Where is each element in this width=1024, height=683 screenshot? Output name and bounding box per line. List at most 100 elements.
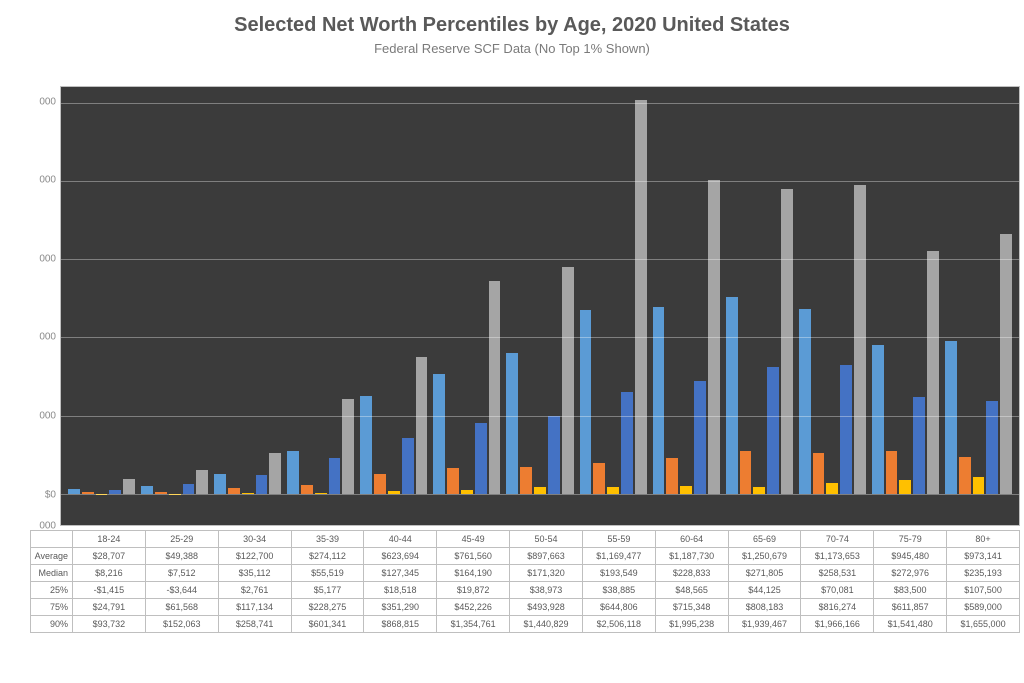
table-row: 90%$93,732$152,063$258,741$601,341$868,8…: [31, 616, 1020, 633]
table-cell: $589,000: [947, 599, 1020, 616]
table-row-header: 25%: [31, 582, 73, 599]
bar-median: [447, 468, 459, 494]
table-cell: $18,518: [364, 582, 437, 599]
table-corner: [31, 531, 73, 548]
bar-group: [211, 87, 284, 525]
table-cell: $83,500: [874, 582, 947, 599]
bar-average: [653, 307, 665, 494]
chart-area: $0000000000000000000: [30, 86, 1020, 526]
bar-median: [813, 453, 825, 494]
bar-average: [506, 353, 518, 494]
bar-90-: [927, 251, 939, 493]
table-cell: $1,250,679: [728, 548, 801, 565]
bar-90-: [123, 479, 135, 494]
chart-title: Selected Net Worth Percentiles by Age, 2…: [0, 14, 1024, 37]
y-axis-labels: $0000000000000000000: [30, 86, 58, 526]
gridline: [61, 337, 1019, 338]
table-cell: $1,541,480: [874, 616, 947, 633]
table-cell: $70,081: [801, 582, 874, 599]
bar-90-: [269, 453, 281, 494]
table-cell: $171,320: [510, 565, 583, 582]
table-cell: $274,112: [291, 548, 364, 565]
table-col-header: 45-49: [437, 531, 510, 548]
table-cell: $61,568: [145, 599, 218, 616]
table-cell: $19,872: [437, 582, 510, 599]
table-cell: $452,226: [437, 599, 510, 616]
table-cell: $271,805: [728, 565, 801, 582]
table-cell: $8,216: [73, 565, 146, 582]
bar-group: [796, 87, 869, 525]
gridline: [61, 259, 1019, 260]
bar-group: [284, 87, 357, 525]
y-tick-label: 000: [39, 96, 56, 107]
table-cell: $38,973: [510, 582, 583, 599]
table-col-header: 25-29: [145, 531, 218, 548]
bar-median: [520, 467, 532, 494]
bar-75-: [256, 475, 268, 493]
table-cell: $1,187,730: [655, 548, 728, 565]
bar-90-: [489, 281, 501, 494]
bar-90-: [342, 399, 354, 493]
bar-average: [214, 474, 226, 493]
bar-90-: [635, 100, 647, 494]
bar-average: [287, 451, 299, 494]
table-cell: $55,519: [291, 565, 364, 582]
data-table: 18-2425-2930-3435-3940-4445-4950-5455-59…: [30, 530, 1020, 633]
table-cell: $258,531: [801, 565, 874, 582]
table-cell: $973,141: [947, 548, 1020, 565]
table-cell: $1,440,829: [510, 616, 583, 633]
table-cell: $164,190: [437, 565, 510, 582]
bar-75-: [621, 392, 633, 493]
bar-25-: [607, 487, 619, 493]
bar-group: [942, 87, 1015, 525]
bar-90-: [781, 189, 793, 494]
table-cell: $228,275: [291, 599, 364, 616]
bar-group: [357, 87, 430, 525]
bar-75-: [694, 381, 706, 493]
table-cell: $493,928: [510, 599, 583, 616]
y-tick-label: 000: [39, 175, 56, 186]
table-cell: $93,732: [73, 616, 146, 633]
table-cell: $611,857: [874, 599, 947, 616]
table-cell: $127,345: [364, 565, 437, 582]
table-cell: $2,506,118: [582, 616, 655, 633]
y-tick-label: 000: [39, 332, 56, 343]
bar-75-: [767, 367, 779, 494]
table-cell: $1,655,000: [947, 616, 1020, 633]
bar-average: [141, 486, 153, 494]
bar-median: [959, 457, 971, 494]
bar-median: [740, 451, 752, 494]
table-cell: $897,663: [510, 548, 583, 565]
table-cell: $1,939,467: [728, 616, 801, 633]
bar-groups: [61, 87, 1019, 525]
table-row: Median$8,216$7,512$35,112$55,519$127,345…: [31, 565, 1020, 582]
table-cell: $1,169,477: [582, 548, 655, 565]
table-cell: $117,134: [218, 599, 291, 616]
bar-average: [945, 341, 957, 494]
bar-average: [360, 396, 372, 494]
table-cell: $868,815: [364, 616, 437, 633]
bar-90-: [562, 267, 574, 493]
table-cell: $258,741: [218, 616, 291, 633]
bar-group: [869, 87, 942, 525]
table-cell: $1,966,166: [801, 616, 874, 633]
bar-group: [723, 87, 796, 525]
table-cell: $2,761: [218, 582, 291, 599]
table-cell: $1,354,761: [437, 616, 510, 633]
chart-page: { "chart": { "type": "bar", "title": "Se…: [0, 0, 1024, 683]
plot-area: [60, 86, 1020, 526]
bar-75-: [402, 438, 414, 493]
bar-90-: [1000, 234, 1012, 494]
bar-25-: [899, 480, 911, 493]
bar-group: [503, 87, 576, 525]
table-cell: $644,806: [582, 599, 655, 616]
table-cell: $761,560: [437, 548, 510, 565]
chart-titles: Selected Net Worth Percentiles by Age, 2…: [0, 0, 1024, 56]
table-row-header: Median: [31, 565, 73, 582]
table-col-header: 30-34: [218, 531, 291, 548]
table-cell: $107,500: [947, 582, 1020, 599]
table-col-header: 70-74: [801, 531, 874, 548]
table-col-header: 60-64: [655, 531, 728, 548]
data-table-wrap: 18-2425-2930-3435-3940-4445-4950-5455-59…: [30, 530, 1020, 633]
gridline: [61, 181, 1019, 182]
